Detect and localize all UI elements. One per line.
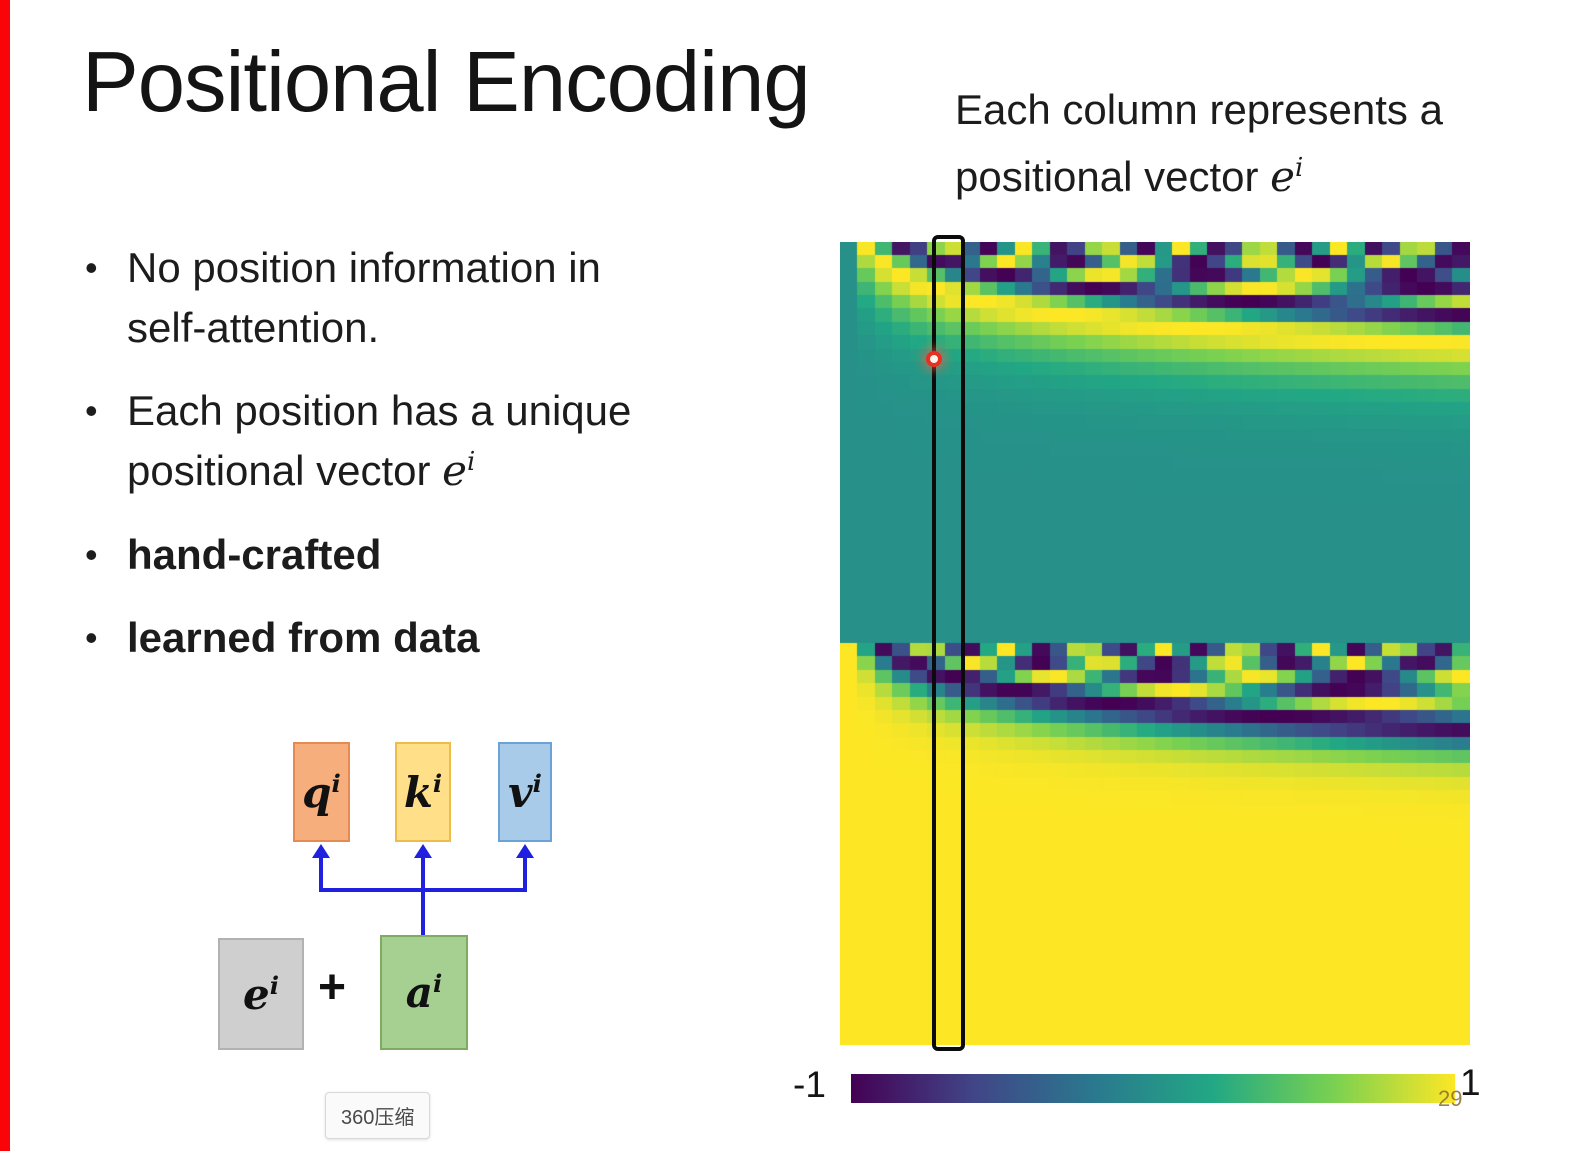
screen-edge-strip [0, 0, 10, 1151]
k-vector-box: ki [395, 742, 451, 842]
colorbar-min-label: -1 [793, 1064, 826, 1105]
arrowhead-to-v [516, 844, 534, 858]
plus-sign: + [318, 961, 347, 1014]
arrow-line-v [523, 856, 527, 892]
arrow-stem [421, 888, 425, 938]
q-vector-box: qi [293, 742, 350, 842]
bullet-math-sup: i [467, 446, 476, 477]
watermark-badge[interactable]: 360压缩 [325, 1092, 431, 1139]
caption-line2: positional vector ei [955, 152, 1304, 202]
a-vector-box: ai [380, 935, 468, 1050]
bullet-unique-vector: • Each position has a unique positional v… [85, 381, 785, 500]
pe-heatmap-canvas [840, 242, 1470, 1045]
bullet-math-e: e [442, 445, 468, 495]
v-label: vi [508, 767, 542, 817]
bullet-marker: • [85, 390, 98, 432]
pe-heatmap [840, 235, 1470, 1051]
caption-math-sup: i [1295, 153, 1304, 184]
caption-math-e: e [1270, 152, 1296, 202]
slide-page-number: 29 [1438, 1086, 1463, 1111]
bullet-marker: • [85, 617, 98, 659]
v-vector-box: vi [498, 742, 552, 842]
k-label: ki [403, 767, 443, 817]
caption-line1: Each column represents a [955, 86, 1443, 133]
arrow-line-k [421, 856, 425, 892]
colorbar-max-label: 1 [1460, 1062, 1481, 1103]
bullet-learned-from-data: • learned from data [85, 608, 785, 668]
e-vector-box: ei [218, 938, 304, 1050]
bullet-no-position-info: • No position information in self-attenti… [85, 238, 785, 357]
e-label: ei [243, 969, 279, 1019]
colorbar-gradient [851, 1074, 1455, 1103]
a-label: ai [405, 968, 443, 1017]
bullet-marker: • [85, 247, 98, 288]
arrow-line-q [319, 856, 323, 892]
slide-title: Positional Encoding [82, 35, 811, 130]
column-highlight-box [932, 235, 965, 1051]
position-marker-dot [926, 351, 942, 367]
bullet-marker: • [85, 533, 98, 575]
bullet-hand-crafted: • hand-crafted [85, 525, 785, 585]
arrowhead-to-q [312, 844, 330, 858]
q-label: qi [302, 767, 341, 817]
heatmap-caption: Each column represents a positional vect… [955, 76, 1565, 210]
bullet-list: • No position information in self-attenti… [85, 238, 785, 692]
arrowhead-to-k [414, 844, 432, 858]
